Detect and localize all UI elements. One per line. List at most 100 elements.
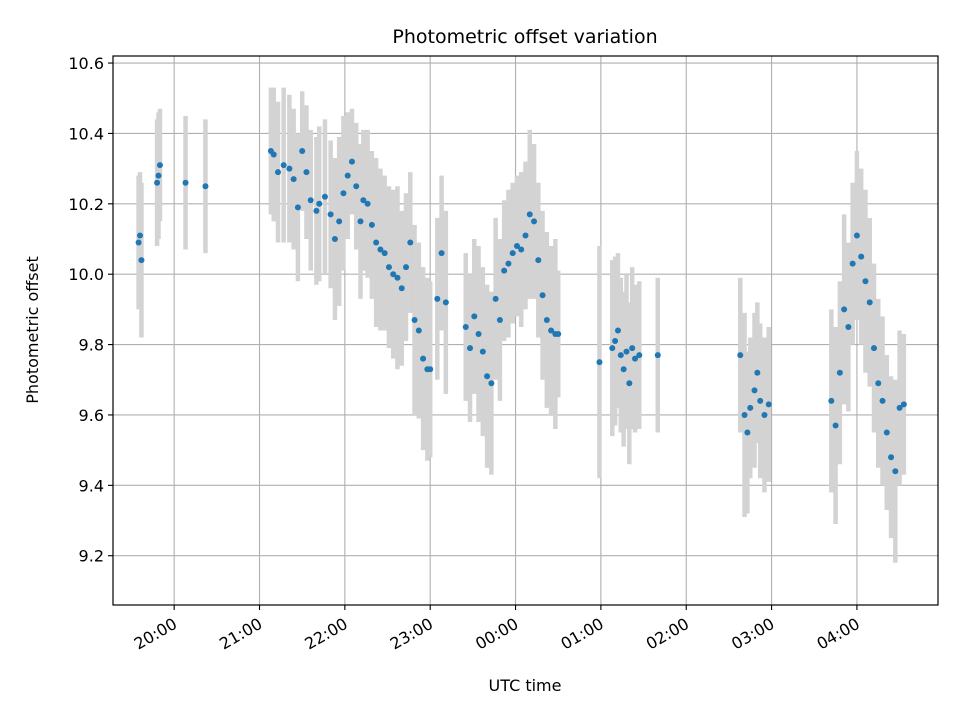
- data-point: [442, 299, 449, 306]
- data-point: [654, 352, 661, 359]
- data-point: [531, 218, 538, 225]
- data-point: [836, 369, 843, 376]
- data-point: [420, 355, 427, 362]
- data-point: [879, 397, 886, 404]
- data-point: [505, 260, 512, 267]
- data-point: [496, 316, 503, 323]
- data-point: [427, 366, 434, 373]
- data-point: [866, 299, 873, 306]
- data-point: [539, 292, 546, 299]
- y-axis-title: Photometric offset: [23, 256, 42, 404]
- data-point: [137, 232, 144, 239]
- data-point: [270, 151, 277, 158]
- data-point: [155, 172, 162, 179]
- data-point: [484, 373, 491, 380]
- y-tick-label: 10.0: [68, 265, 104, 284]
- data-point: [883, 429, 890, 436]
- data-point: [471, 313, 478, 320]
- data-point: [331, 236, 338, 242]
- data-point: [741, 411, 748, 418]
- data-point: [744, 429, 751, 436]
- data-point: [316, 200, 323, 207]
- data-point: [747, 404, 754, 411]
- y-tick-label: 10.4: [68, 124, 104, 143]
- data-point: [475, 331, 482, 338]
- data-point: [737, 352, 744, 359]
- data-point: [275, 169, 281, 176]
- data-point: [321, 193, 328, 200]
- data-point: [156, 162, 163, 169]
- data-point: [513, 243, 520, 250]
- data-point: [313, 207, 320, 214]
- data-point: [626, 380, 633, 387]
- data-point: [853, 232, 860, 239]
- y-axis-ticks: 9.2 9.4 9.6 9.8 10.0 10.2 10.4 10.6: [68, 54, 113, 566]
- data-point: [900, 401, 907, 408]
- data-point: [344, 172, 351, 179]
- data-point: [548, 327, 555, 334]
- data-point: [280, 162, 287, 169]
- y-tick-label: 9.8: [79, 336, 104, 355]
- data-point: [202, 183, 209, 190]
- data-point: [385, 264, 392, 271]
- data-point: [154, 179, 161, 186]
- data-point: [623, 348, 630, 355]
- data-point: [555, 331, 562, 338]
- data-point: [290, 176, 297, 183]
- data-point: [751, 387, 758, 394]
- data-point: [373, 239, 380, 246]
- data-point: [398, 285, 405, 292]
- data-point: [357, 218, 364, 225]
- data-point: [501, 267, 508, 274]
- data-point: [364, 200, 371, 207]
- data-point: [377, 246, 384, 253]
- chart-title: Photometric offset variation: [392, 26, 657, 48]
- data-point: [492, 295, 499, 302]
- data-point: [509, 250, 516, 257]
- data-point: [765, 401, 772, 408]
- data-point: [896, 404, 903, 411]
- data-point: [832, 422, 839, 429]
- y-tick-label: 9.6: [79, 406, 104, 425]
- data-point: [620, 366, 627, 373]
- data-point: [411, 316, 418, 323]
- data-point: [870, 345, 877, 352]
- data-point: [390, 271, 397, 278]
- data-point: [488, 380, 495, 387]
- data-points: [135, 148, 907, 475]
- data-point: [875, 380, 882, 387]
- data-point: [327, 211, 334, 218]
- data-point: [841, 306, 848, 313]
- y-tick-label: 10.6: [68, 54, 104, 73]
- data-point: [353, 183, 360, 190]
- data-point: [862, 278, 869, 285]
- data-point: [303, 169, 310, 176]
- data-point: [299, 148, 306, 155]
- data-point: [479, 348, 486, 355]
- data-point: [407, 239, 414, 246]
- data-point: [614, 327, 621, 334]
- data-point: [467, 345, 474, 352]
- data-point: [138, 257, 145, 264]
- data-point: [360, 197, 367, 204]
- data-point: [543, 316, 550, 323]
- data-point: [535, 257, 542, 264]
- data-point: [286, 165, 293, 172]
- x-axis-title: UTC time: [489, 676, 562, 695]
- y-tick-label: 10.2: [68, 195, 104, 214]
- data-point: [828, 397, 835, 404]
- data-point: [415, 327, 422, 334]
- data-point: [340, 190, 347, 197]
- data-point: [761, 411, 768, 418]
- data-point: [394, 274, 401, 281]
- data-point: [845, 323, 852, 330]
- data-point: [182, 179, 189, 186]
- data-point: [462, 323, 469, 330]
- data-point: [629, 345, 636, 352]
- data-point: [135, 239, 142, 246]
- data-point: [522, 232, 529, 239]
- data-point: [368, 221, 375, 228]
- data-point: [526, 211, 533, 218]
- data-point: [434, 295, 441, 302]
- data-point: [294, 204, 301, 211]
